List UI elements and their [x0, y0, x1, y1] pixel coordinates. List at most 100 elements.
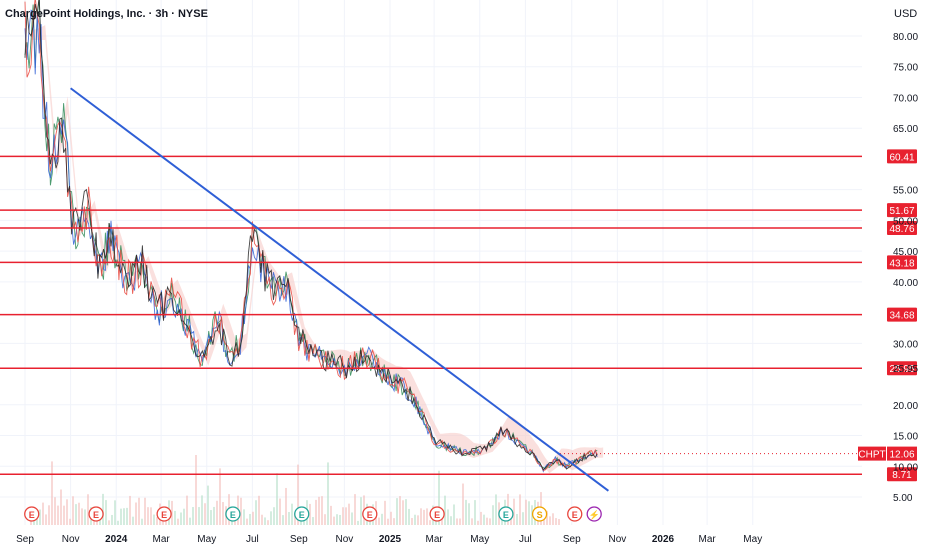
- volume-bar: [531, 505, 533, 525]
- x-tick-label: Mar: [699, 534, 717, 545]
- volume-bar: [177, 518, 179, 525]
- event-marker-label: E: [299, 510, 305, 520]
- price-line-4: [24, 0, 598, 471]
- cloud-band: [31, 25, 604, 474]
- volume-bar: [426, 508, 428, 525]
- volume-bar: [57, 505, 59, 525]
- level-label: 43.18: [889, 258, 914, 269]
- volume-bar: [351, 512, 353, 525]
- volume-bar: [111, 514, 113, 525]
- volume-bar: [315, 499, 317, 525]
- volume-bar: [447, 509, 449, 525]
- volume-bar: [294, 513, 296, 525]
- price-series: [24, 0, 598, 473]
- volume-bar: [105, 500, 107, 525]
- volume-bar: [222, 502, 224, 525]
- x-tick-label: Jul: [519, 534, 532, 545]
- volume-bar: [516, 514, 518, 525]
- x-tick-label: Nov: [335, 534, 353, 545]
- volume-bar: [513, 498, 515, 525]
- volume-bar: [267, 520, 269, 525]
- volume-bar: [429, 520, 431, 525]
- level-label: 60.41: [889, 152, 914, 163]
- volume-bar: [423, 509, 425, 525]
- volume-bar: [384, 500, 386, 525]
- event-markers: E E E E E E E E S E ⚡: [24, 506, 602, 522]
- event-marker-label: ⚡: [589, 509, 600, 521]
- y-tick-label: 50.00: [893, 216, 918, 227]
- volume-bar: [525, 499, 527, 525]
- volume-bar: [129, 495, 131, 525]
- volume-bar: [270, 511, 272, 525]
- volume-bar: [69, 518, 71, 525]
- volume-bar: [480, 511, 482, 525]
- volume-bar: [51, 461, 53, 525]
- volume-bar: [66, 499, 68, 525]
- volume-bar: [459, 518, 461, 525]
- volume-bar: [48, 505, 50, 525]
- horizontal-levels: 60.41 51.67 48.76 43.18 34.68 25.95 8.71 CHPT 12…: [0, 149, 917, 482]
- price-line-3: [24, 0, 598, 472]
- volume-bar: [354, 494, 356, 525]
- volume-bar: [396, 498, 398, 525]
- y-tick-label: 80.00: [893, 32, 918, 43]
- volume-bar: [321, 496, 323, 525]
- y-tick-label: 75.00: [893, 63, 918, 74]
- price-line-1: [24, 0, 598, 470]
- volume-bar: [336, 514, 338, 525]
- event-marker: [531, 506, 548, 522]
- volume-bar: [213, 506, 215, 525]
- volume-bar: [198, 507, 200, 525]
- event-marker-label: E: [434, 510, 440, 520]
- level-label: 8.71: [892, 470, 912, 481]
- y-tick-label: 45.00: [893, 247, 918, 258]
- volume-bar: [78, 502, 80, 525]
- volume-bar: [402, 500, 404, 525]
- volume-bar: [291, 503, 293, 525]
- volume-bar: [318, 496, 320, 525]
- event-marker-label: E: [230, 510, 236, 520]
- y-tick-label: 40.00: [893, 278, 918, 289]
- current-price-label: 12.06: [889, 450, 914, 461]
- volume-bar: [345, 507, 347, 525]
- volume-bar: [39, 509, 41, 525]
- event-marker-label: E: [572, 510, 578, 520]
- volume-bar: [138, 497, 140, 525]
- x-tick-label: May: [743, 534, 762, 545]
- volume-bar: [549, 516, 551, 525]
- event-marker-label: E: [503, 510, 509, 520]
- volume-bar: [201, 495, 203, 525]
- volume-bar: [36, 518, 38, 525]
- volume-bar: [393, 518, 395, 525]
- volume-bar: [135, 502, 137, 525]
- volume-bar: [477, 520, 479, 525]
- volume-bar: [489, 518, 491, 525]
- volume-bar: [474, 500, 476, 525]
- volume-bar: [126, 507, 128, 525]
- volume-bar: [108, 520, 110, 525]
- volume-bar: [411, 518, 413, 525]
- event-marker-label: E: [29, 510, 35, 520]
- volume-bar: [327, 462, 329, 525]
- x-tick-label: Mar: [153, 534, 171, 545]
- volume-bar: [405, 499, 407, 525]
- level-label: 25.95: [889, 364, 914, 375]
- level-label-bg: [887, 467, 917, 482]
- level-label: 48.76: [889, 224, 914, 235]
- trendline: [70, 87, 609, 492]
- volume-bar: [144, 497, 146, 525]
- volume-bar: [258, 495, 260, 525]
- volume-bar: [123, 508, 125, 525]
- volume-bar: [495, 494, 497, 525]
- volume-bar: [282, 515, 284, 525]
- volume-bar: [279, 498, 281, 525]
- volume-bar: [501, 517, 503, 525]
- volume-bar: [102, 493, 104, 525]
- volume-bar: [147, 507, 149, 525]
- current-price-bg: [887, 446, 917, 461]
- volume-bar: [528, 501, 530, 525]
- x-tick-label: Jul: [246, 534, 259, 545]
- volume-bar: [165, 520, 167, 525]
- x-tick-label: Mar: [426, 534, 444, 545]
